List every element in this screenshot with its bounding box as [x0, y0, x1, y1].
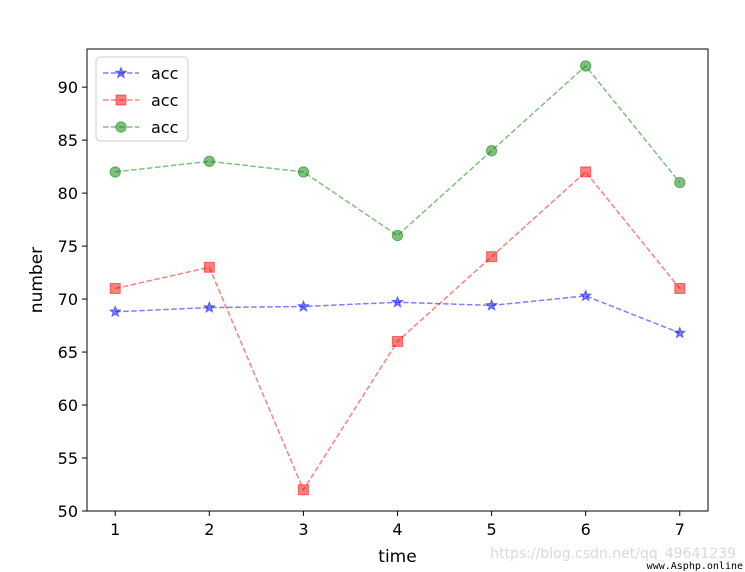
legend-marker	[114, 66, 128, 79]
y-tick-label: 90	[58, 78, 78, 97]
y-tick-label: 50	[58, 502, 78, 521]
data-point	[297, 484, 309, 496]
data-point	[580, 166, 592, 178]
data-point	[203, 261, 215, 273]
legend-label: acc	[151, 64, 178, 83]
data-point	[203, 155, 216, 168]
data-point	[674, 282, 686, 294]
data-point	[486, 251, 498, 263]
data-point	[109, 166, 121, 178]
data-point	[485, 145, 498, 157]
site-label: www.Asphp.online	[647, 561, 743, 572]
watermark: https://blog.csdn.net/qq_49641239	[490, 546, 736, 562]
data-point	[202, 300, 216, 314]
x-tick-label: 6	[581, 520, 591, 539]
plot-area	[108, 60, 687, 496]
data-point	[579, 60, 592, 72]
legend-label: acc	[151, 91, 178, 110]
data-point	[109, 282, 121, 294]
y-tick-label: 75	[58, 237, 78, 256]
x-tick-label: 4	[392, 520, 402, 539]
x-axis: 1 2 3 4 5 6 7	[110, 511, 685, 539]
x-tick-label: 1	[110, 520, 120, 539]
data-point	[392, 335, 403, 347]
data-point	[296, 299, 310, 313]
legend-box	[95, 56, 189, 142]
y-axis-label: number	[27, 247, 47, 313]
series-line-2	[115, 170, 681, 492]
y-tick-label: 70	[58, 290, 78, 309]
y-tick-label: 80	[58, 184, 78, 203]
x-tick-label: 5	[486, 520, 496, 539]
data-point	[391, 229, 404, 242]
legend: acc acc acc	[95, 56, 189, 142]
legend-label: acc	[151, 118, 178, 137]
y-tick-label: 65	[58, 343, 78, 362]
series-line-3	[115, 64, 681, 237]
y-axis: 50 55 60 65 70 75 80 85 90	[58, 78, 87, 521]
y-tick-label: 60	[58, 396, 78, 415]
legend-marker	[115, 121, 127, 133]
y-tick-label: 55	[58, 449, 78, 468]
data-point	[674, 176, 686, 189]
data-point	[485, 298, 499, 312]
y-tick-label: 85	[58, 131, 78, 150]
data-point	[297, 166, 310, 178]
x-tick-label: 2	[204, 520, 214, 539]
data-point	[390, 295, 405, 308]
legend-marker	[115, 94, 127, 106]
data-point	[108, 304, 122, 318]
x-axis-label: time	[378, 547, 416, 567]
x-tick-label: 3	[298, 520, 308, 539]
x-tick-label: 7	[675, 520, 685, 539]
data-point	[673, 326, 687, 339]
data-point	[579, 288, 593, 302]
